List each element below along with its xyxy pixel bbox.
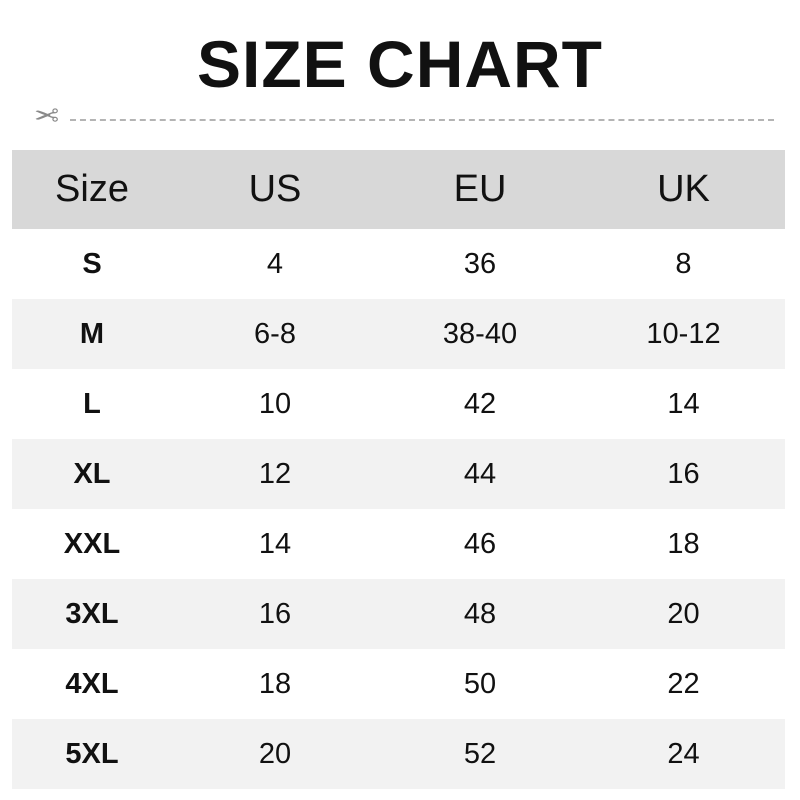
table-row: 4XL 18 50 22 xyxy=(12,649,785,719)
cell-us: 14 xyxy=(258,527,292,560)
page-title: SIZE CHART xyxy=(197,27,603,101)
table-row: XL 12 44 16 xyxy=(12,439,785,509)
header-us: US xyxy=(248,168,302,210)
cut-line: ✂ xyxy=(34,100,774,133)
header-uk: UK xyxy=(657,168,710,210)
cell-us: 18 xyxy=(258,667,292,700)
table-row: L 10 42 14 xyxy=(12,369,785,439)
cell-size: S xyxy=(82,247,102,280)
cell-size: L xyxy=(83,387,101,420)
cell-eu: 42 xyxy=(463,387,497,420)
cell-eu: 36 xyxy=(463,247,497,280)
cell-size: XL xyxy=(73,457,111,490)
scissors-icon: ✂ xyxy=(34,100,60,133)
cell-eu: 38-40 xyxy=(442,317,518,350)
cell-us: 12 xyxy=(258,457,292,490)
cell-uk: 22 xyxy=(667,667,700,700)
cell-size: M xyxy=(79,317,105,350)
table-header: Size US EU UK xyxy=(12,150,785,229)
cell-us: 16 xyxy=(258,597,292,630)
table-row: XXL 14 46 18 xyxy=(12,509,785,579)
table-row: M 6-8 38-40 10-12 xyxy=(12,299,785,369)
cell-us: 10 xyxy=(258,387,292,420)
cell-eu: 52 xyxy=(463,737,497,770)
cell-us: 20 xyxy=(258,737,292,770)
cell-us: 6-8 xyxy=(254,317,296,350)
cell-us: 4 xyxy=(266,247,284,280)
table-row: 5XL 20 52 24 xyxy=(12,719,785,789)
cell-size: XXL xyxy=(63,527,121,560)
cell-size: 4XL xyxy=(65,667,119,700)
dashed-divider xyxy=(70,119,774,121)
cell-uk: 16 xyxy=(667,457,700,490)
cell-size: 3XL xyxy=(65,597,119,630)
cell-eu: 50 xyxy=(463,667,497,700)
cell-size: 5XL xyxy=(65,737,119,770)
cell-uk: 14 xyxy=(667,387,700,420)
cell-eu: 46 xyxy=(463,527,497,560)
header-size: Size xyxy=(55,168,129,210)
size-table: Size US EU UK S 4 36 8 M 6-8 38-40 10-12 L 10 42 14… xyxy=(12,150,785,789)
cell-eu: 44 xyxy=(463,457,497,490)
cell-uk: 24 xyxy=(667,737,700,770)
cell-uk: 8 xyxy=(675,247,692,280)
cell-uk: 18 xyxy=(667,527,700,560)
table-row: S 4 36 8 xyxy=(12,229,785,299)
cell-uk: 20 xyxy=(667,597,700,630)
header-eu: EU xyxy=(453,168,507,210)
cell-eu: 48 xyxy=(463,597,497,630)
table-row: 3XL 16 48 20 xyxy=(12,579,785,649)
cell-uk: 10-12 xyxy=(646,317,721,350)
